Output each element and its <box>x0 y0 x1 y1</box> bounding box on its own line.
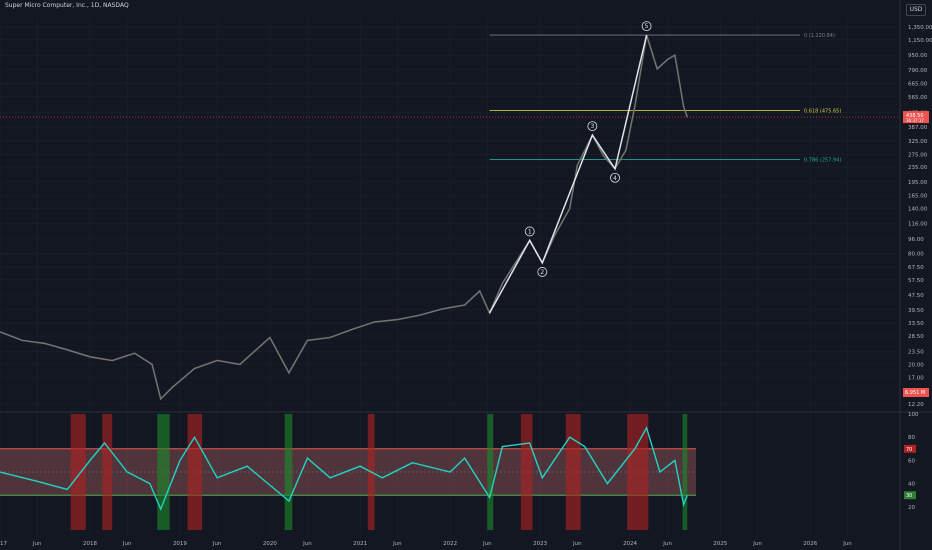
rsi-signal-band <box>487 414 494 530</box>
rsi-level-badge <box>904 444 916 453</box>
x-tick-label: Jun <box>302 541 312 547</box>
y-tick-label: 665.00 <box>908 82 928 88</box>
x-tick-label: 2025 <box>713 541 727 547</box>
x-tick-label: 2021 <box>353 541 367 547</box>
x-tick-label: Jun <box>572 541 582 547</box>
rsi-line <box>0 426 688 511</box>
rsi-level-label: 30 <box>906 493 912 499</box>
elliott-waves: 1 2 3 4 5 <box>488 21 652 314</box>
x-tick-label: Jun <box>392 541 402 547</box>
volume-label: 6.951 M <box>905 390 925 396</box>
wave-label: 5 <box>645 23 649 30</box>
x-tick-label: 2019 <box>173 541 187 547</box>
x-tick-label: Jun <box>482 541 492 547</box>
x-tick-label: Jun <box>842 541 852 547</box>
rsi-signal-band <box>565 414 581 530</box>
wave-marker <box>587 121 598 132</box>
x-tick-label: Jun <box>212 541 222 547</box>
fib-label: 0.618 (475.65) <box>804 109 841 115</box>
wave-label: 2 <box>540 269 544 276</box>
rsi-signal-band <box>70 414 86 530</box>
wave-marker <box>610 172 620 183</box>
x-tick-label: 2024 <box>623 541 637 547</box>
last-price-countdown: 36:37:17 <box>906 118 924 123</box>
y-tick-label: 12.20 <box>908 402 924 408</box>
y-tick-label: 96.00 <box>908 237 924 243</box>
rsi-series <box>0 426 688 511</box>
wave-line <box>488 34 648 314</box>
rsi-signal-band <box>102 414 113 530</box>
last-price-badge <box>903 111 929 124</box>
fib-levels: 0 (1,220.84) 0.618 (475.65) 0.786 (257.94) <box>0 33 900 164</box>
x-tick-label: 2026 <box>803 541 817 547</box>
fib-label: 0.786 (257.94) <box>804 158 841 164</box>
y-tick-label: 790.00 <box>908 68 928 74</box>
y-tick-label: 1,150.00 <box>908 38 932 44</box>
rsi-signal-band <box>187 414 203 530</box>
y-tick-label: 1,350.00 <box>908 25 932 31</box>
volume-badge <box>903 388 929 397</box>
rsi-tick-label: 20 <box>908 505 915 511</box>
y-tick-label: 325.00 <box>908 139 928 145</box>
wave-label: 3 <box>590 123 594 130</box>
x-tick-label: 2018 <box>83 541 97 547</box>
y-tick-label: 387.00 <box>908 125 928 131</box>
y-tick-label: 33.50 <box>908 321 924 327</box>
y-tick-label: 57.50 <box>908 278 924 284</box>
rsi-tick-label: 60 <box>908 458 915 464</box>
wave-marker <box>641 21 652 32</box>
price-line <box>0 34 689 401</box>
rsi-tick-label: 80 <box>908 435 915 441</box>
wave-marker <box>524 226 535 237</box>
y-tick-label: 80.00 <box>908 251 924 257</box>
rsi-signal-band <box>682 414 688 530</box>
x-tick-label: Jun <box>752 541 762 547</box>
y-tick-label: 165.00 <box>908 193 928 199</box>
rsi-signal-band <box>157 414 170 530</box>
y-tick-label: 28.50 <box>908 334 924 340</box>
price-line-overlay <box>0 35 688 400</box>
y-tick-label: 17.00 <box>908 375 924 381</box>
fib-label: 0 (1,220.84) <box>804 33 835 39</box>
price-series <box>0 34 689 401</box>
y-tick-label: 565.00 <box>908 95 928 101</box>
chart-title: Super Micro Computer, Inc., 1D, NASDAQ <box>5 2 129 9</box>
rsi-signal-band <box>627 414 649 530</box>
rsi-level-label: 70 <box>906 447 912 453</box>
currency-button[interactable]: USD <box>906 4 926 16</box>
wave-label: 1 <box>528 228 532 235</box>
x-tick-label: Jun <box>122 541 132 547</box>
y-tick-label: 23.50 <box>908 349 924 355</box>
y-tick-label: 20.00 <box>908 362 924 368</box>
rsi-signal-band <box>284 414 293 530</box>
y-tick-label: 116.00 <box>908 222 928 228</box>
y-tick-label: 275.00 <box>908 152 928 158</box>
x-tick-label: Jun <box>662 541 672 547</box>
x-tick-label: 2023 <box>533 541 547 547</box>
y-tick-label: 39.50 <box>908 308 924 314</box>
wave-label: 4 <box>613 175 617 182</box>
rsi-level-badge <box>904 491 916 500</box>
rsi-background <box>0 414 696 530</box>
wave-marker <box>537 267 548 277</box>
y-tick-label: 235.00 <box>908 165 928 171</box>
y-tick-label: 47.50 <box>908 293 924 299</box>
y-tick-label: 195.00 <box>908 180 928 186</box>
x-tick-label: 2020 <box>263 541 277 547</box>
x-tick-label: 2022 <box>443 541 457 547</box>
y-tick-label: 950.00 <box>908 53 928 59</box>
x-tick-label: Jun <box>32 541 42 547</box>
last-price-label: 438.50 <box>906 113 924 119</box>
rsi-tick-label: 40 <box>908 482 915 488</box>
rsi-signal-band <box>520 414 533 530</box>
y-tick-label: 67.50 <box>908 265 924 271</box>
y-tick-label: 140.00 <box>908 207 928 213</box>
rsi-tick-label: 100 <box>908 412 919 418</box>
